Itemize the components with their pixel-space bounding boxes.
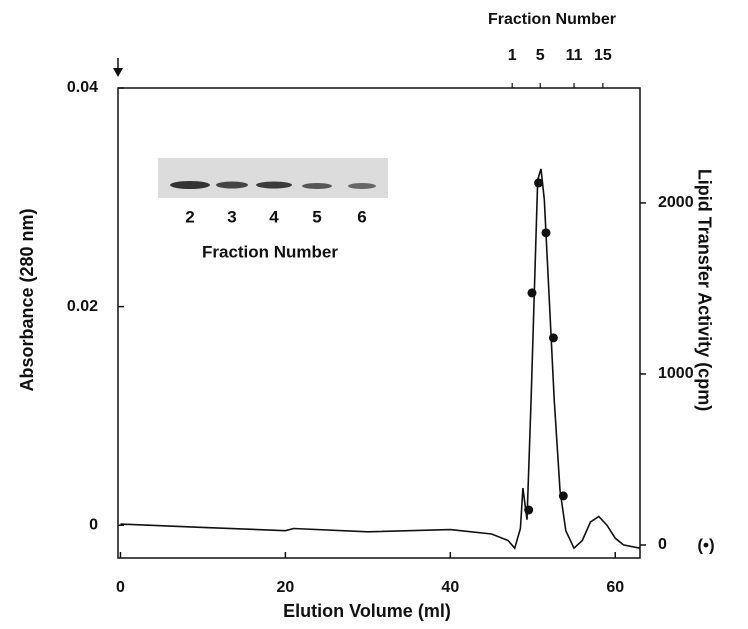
plot-frame — [117, 87, 641, 559]
y-axis-title: Absorbance (280 nm) — [17, 208, 37, 391]
x2-axis-title: Fraction Number — [488, 11, 616, 28]
x-tick-label: 60 — [606, 579, 624, 596]
inset-lane-label: 5 — [312, 207, 321, 226]
inset-lane-label: 3 — [227, 207, 236, 226]
y-tick-label: 0.04 — [67, 79, 98, 96]
x2-tick-label: 11 — [566, 47, 583, 64]
x2-tick-label: 1 — [508, 47, 517, 64]
injection-arrow — [113, 58, 123, 77]
gel-inset — [158, 158, 388, 198]
activity-point — [524, 505, 534, 515]
y-tick-label: 0 — [89, 516, 98, 533]
y-tick-label: 0.02 — [67, 298, 98, 315]
x2-tick-label: 15 — [594, 47, 612, 64]
x-axis-title: Elution Volume (ml) — [283, 601, 451, 621]
y2-symbol: (•) — [697, 535, 714, 554]
activity-point — [534, 178, 544, 188]
y2-tick-label: 2000 — [658, 194, 694, 211]
absorbance-line — [120, 168, 641, 550]
y2-axis-title: Lipid Transfer Activity (cpm) — [694, 169, 714, 411]
x-tick-label: 40 — [441, 579, 459, 596]
x2-tick-label: 5 — [536, 47, 545, 64]
inset-lane-label: 6 — [357, 207, 366, 226]
activity-point — [541, 228, 551, 238]
inset-lane-label: 2 — [185, 207, 194, 226]
y2-tick-label: 0 — [658, 536, 667, 553]
activity-point — [548, 333, 558, 343]
x-tick-label: 0 — [116, 579, 125, 596]
activity-point — [558, 491, 568, 501]
inset-lane-label: 4 — [269, 207, 279, 226]
y2-tick-label: 1000 — [658, 365, 694, 382]
activity-point — [527, 288, 537, 298]
x-tick-label: 20 — [277, 579, 295, 596]
inset-label: Fraction Number — [202, 242, 338, 261]
